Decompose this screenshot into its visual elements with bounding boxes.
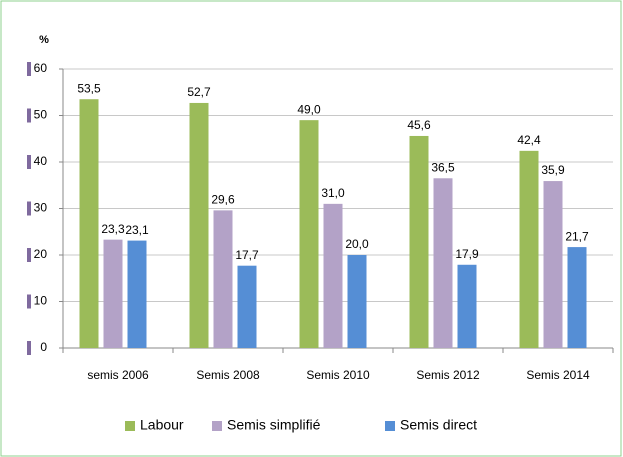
legend-label: Semis direct (400, 417, 477, 433)
y-tick-label: 0 (40, 340, 47, 354)
value-label: 53,5 (77, 81, 101, 95)
value-label: 52,7 (187, 85, 211, 99)
bar (189, 102, 209, 348)
y-tick-label: 60 (34, 61, 48, 75)
value-label: 17,7 (235, 248, 259, 262)
value-label: 42,4 (517, 133, 541, 147)
y-tick-label: 40 (34, 154, 48, 168)
bar (79, 99, 99, 348)
y-tick-label: 10 (34, 294, 48, 308)
y-tick-decoration (27, 155, 31, 169)
x-tick-label: Semis 2014 (526, 368, 590, 382)
value-label: 36,5 (431, 160, 455, 174)
value-label: 31,0 (321, 186, 345, 200)
bar (237, 265, 257, 348)
y-tick-decoration (27, 62, 31, 76)
y-axis-label: % (39, 34, 49, 46)
x-tick-label: Semis 2008 (196, 368, 260, 382)
bar (433, 178, 453, 348)
y-tick-label: 30 (34, 201, 48, 215)
bar (457, 264, 477, 348)
bar (567, 247, 587, 348)
y-tick-decoration (27, 341, 31, 355)
value-label: 17,9 (455, 247, 479, 261)
x-tick-label: Semis 2012 (416, 368, 480, 382)
value-label: 21,7 (565, 229, 589, 243)
legend-swatch (385, 421, 395, 431)
legend-label: Semis simplifié (227, 417, 321, 433)
x-tick-label: Semis 2010 (306, 368, 370, 382)
bar (519, 150, 539, 348)
value-label: 49,0 (297, 102, 321, 116)
value-label: 20,0 (345, 237, 369, 251)
y-tick-decoration (27, 108, 31, 123)
value-label: 23,3 (101, 222, 125, 236)
bar (103, 239, 123, 348)
bar (299, 120, 319, 349)
y-tick-decoration (27, 294, 31, 309)
y-tick-label: 20 (34, 247, 48, 261)
y-tick-decoration (27, 248, 31, 262)
y-tick-decoration (27, 201, 31, 216)
bar (409, 135, 429, 348)
x-tick-label: semis 2006 (87, 368, 149, 382)
value-label: 23,1 (125, 223, 149, 237)
value-label: 29,6 (211, 193, 235, 207)
legend-swatch (125, 421, 135, 431)
value-label: 35,9 (541, 163, 565, 177)
legend-swatch (212, 421, 222, 431)
y-tick-label: 50 (34, 108, 48, 122)
value-label: 45,6 (407, 118, 431, 132)
bar (323, 203, 343, 348)
bar (543, 181, 563, 348)
bar (347, 255, 367, 348)
bar (127, 240, 147, 348)
bar (213, 210, 233, 348)
legend-label: Labour (140, 417, 184, 433)
